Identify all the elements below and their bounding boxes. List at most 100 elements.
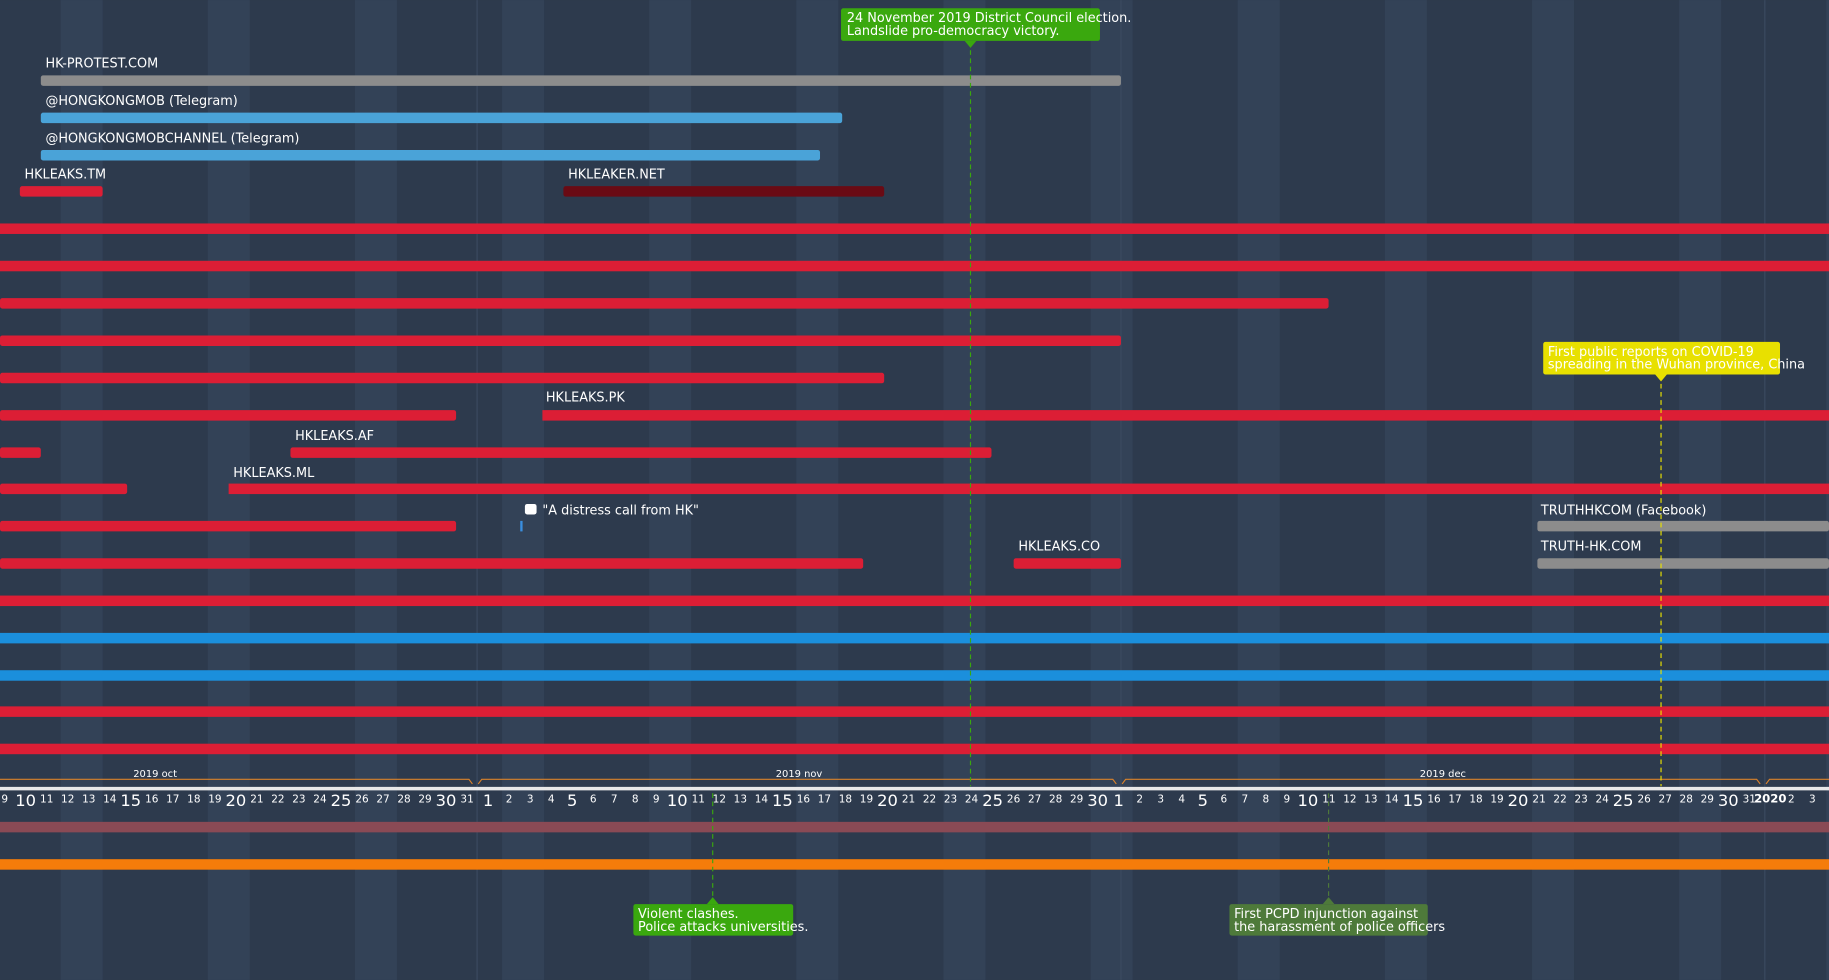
day-label: 8 — [632, 794, 639, 806]
bar[interactable] — [0, 595, 1829, 607]
track-label: HKLEAKS.CO — [1018, 540, 1100, 555]
day-label: 25 — [331, 791, 352, 810]
day-label: 25 — [1613, 791, 1634, 810]
bar[interactable] — [19, 186, 103, 197]
day-label: 12 — [1343, 794, 1356, 806]
bar[interactable] — [0, 821, 1829, 833]
bar[interactable] — [1537, 558, 1829, 569]
day-label: 18 — [839, 794, 852, 806]
bar[interactable] — [0, 520, 457, 532]
day-label: 11 — [40, 794, 53, 806]
track-label: @HONGKONGMOB (Telegram) — [45, 94, 237, 109]
day-label: 30 — [1718, 791, 1739, 810]
day-label: 20 — [225, 791, 246, 810]
day-label: 7 — [1241, 794, 1248, 806]
day-label: 9 — [1284, 794, 1291, 806]
day-label: 21 — [1532, 794, 1545, 806]
bar[interactable] — [0, 372, 885, 384]
annotation-text: spreading in the Wuhan province, China — [1548, 358, 1805, 373]
bar[interactable] — [542, 410, 1829, 421]
bar[interactable] — [0, 483, 128, 495]
day-label: 23 — [1574, 794, 1587, 806]
annotation-box[interactable] — [633, 904, 794, 936]
day-label: 19 — [1490, 794, 1503, 806]
day-label: 27 — [1028, 794, 1041, 806]
annotation-text: the harassment of police officers — [1234, 920, 1445, 935]
annotation-text: First public reports on COVID-19 — [1548, 345, 1754, 360]
day-label: 18 — [1469, 794, 1482, 806]
bar[interactable] — [0, 670, 1829, 681]
day-label: 1 — [483, 791, 493, 810]
track-label: HK-PROTEST.COM — [45, 57, 158, 72]
day-label: 29 — [418, 794, 431, 806]
day-label: 1 — [1114, 791, 1124, 810]
day-label: 28 — [1680, 794, 1693, 806]
day-label: 18 — [187, 794, 200, 806]
bar[interactable] — [0, 260, 1829, 272]
annotation-box[interactable] — [1543, 341, 1781, 375]
day-label: 6 — [1220, 794, 1227, 806]
track-label: HKLEAKS.AF — [295, 429, 374, 444]
bar[interactable] — [0, 298, 1329, 309]
bar[interactable] — [0, 706, 1829, 717]
day-label: 21 — [902, 794, 915, 806]
annotation-box[interactable] — [1229, 904, 1428, 936]
day-label: 3 — [1157, 794, 1164, 806]
day-label: 27 — [1659, 794, 1672, 806]
day-label: 10 — [667, 791, 688, 810]
bar[interactable] — [40, 75, 1121, 86]
bar[interactable] — [0, 447, 41, 458]
bar[interactable] — [290, 447, 992, 458]
bar[interactable] — [0, 859, 1829, 870]
day-label: 8 — [1263, 794, 1270, 806]
day-label: 31 — [460, 794, 473, 806]
bar[interactable] — [0, 632, 1829, 644]
bar[interactable] — [563, 186, 885, 197]
track-label: HKLEAKS.ML — [233, 466, 315, 481]
bar[interactable] — [1013, 558, 1121, 569]
bar[interactable] — [0, 558, 864, 569]
bar[interactable] — [1537, 520, 1829, 532]
day-label: 19 — [860, 794, 873, 806]
annotation-text: Landslide pro-democracy victory. — [847, 24, 1060, 39]
day-label: 6 — [590, 794, 597, 806]
bar[interactable] — [40, 112, 843, 124]
bar[interactable] — [40, 149, 821, 161]
day-label: 2020 — [1754, 792, 1786, 806]
day-label: 22 — [923, 794, 936, 806]
day-label: 16 — [797, 794, 811, 806]
bar[interactable] — [228, 483, 1829, 495]
month-label: 2019 nov — [776, 769, 823, 780]
day-label: 24 — [1595, 794, 1609, 806]
bar[interactable] — [0, 743, 1829, 755]
bar[interactable] — [0, 223, 1829, 234]
day-label: 12 — [713, 794, 726, 806]
track-label: HKLEAKS.TM — [24, 168, 106, 183]
day-label: 26 — [355, 794, 369, 806]
bar[interactable] — [0, 410, 457, 421]
day-label: 23 — [944, 794, 957, 806]
day-label: 22 — [1553, 794, 1566, 806]
bar[interactable] — [0, 335, 1121, 346]
annotation-text: Violent clashes. — [638, 907, 739, 922]
track-label: HKLEAKER.NET — [568, 168, 665, 183]
day-label: 29 — [1701, 794, 1714, 806]
day-label: 24 — [965, 794, 979, 806]
day-label: 23 — [292, 794, 305, 806]
day-label: 4 — [548, 794, 555, 806]
day-label: 30 — [1087, 791, 1108, 810]
icon — [524, 503, 537, 515]
day-label: 10 — [15, 791, 36, 810]
annotation-box[interactable] — [841, 8, 1100, 41]
day-label: 9 — [1, 794, 8, 806]
day-label: 5 — [1198, 791, 1208, 810]
day-label: 2 — [1788, 794, 1795, 806]
day-label: 16 — [1427, 794, 1441, 806]
day-label: 10 — [1297, 791, 1318, 810]
bar[interactable] — [520, 520, 523, 532]
day-label: 19 — [208, 794, 221, 806]
day-label: 17 — [818, 794, 831, 806]
day-label: 3 — [527, 794, 534, 806]
day-label: 21 — [250, 794, 263, 806]
